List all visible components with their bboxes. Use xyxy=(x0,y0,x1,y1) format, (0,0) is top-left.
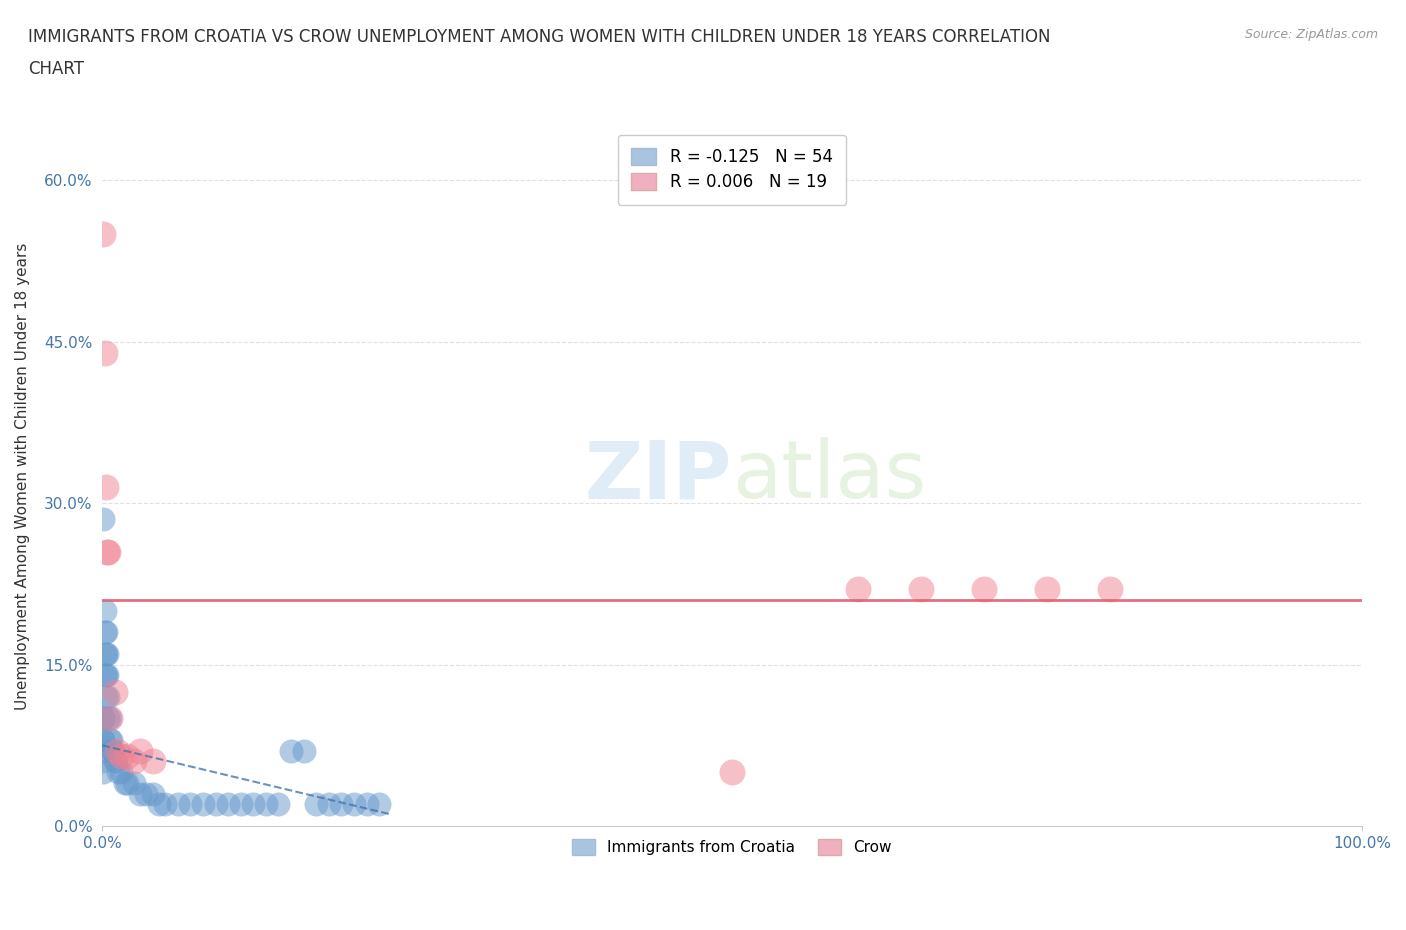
Point xyxy=(93,733,115,748)
Point xyxy=(153,797,176,812)
Point xyxy=(93,733,115,748)
Point xyxy=(204,797,226,812)
Point xyxy=(318,797,340,812)
Point xyxy=(93,625,115,640)
Point xyxy=(94,625,117,640)
Point xyxy=(141,786,163,801)
Point xyxy=(93,604,115,618)
Point xyxy=(93,764,115,779)
Point xyxy=(104,754,127,769)
Point xyxy=(280,743,302,758)
Point xyxy=(191,797,214,812)
Point xyxy=(110,764,132,779)
Legend: Immigrants from Croatia, Crow: Immigrants from Croatia, Crow xyxy=(560,827,904,868)
Point xyxy=(110,749,132,764)
Point xyxy=(141,754,163,769)
Point xyxy=(103,743,125,758)
Point xyxy=(117,749,139,764)
Point xyxy=(1098,582,1121,597)
Point xyxy=(330,797,353,812)
Point xyxy=(129,786,152,801)
Point xyxy=(104,684,127,699)
Point xyxy=(343,797,366,812)
Point xyxy=(96,668,118,683)
Point xyxy=(97,711,120,725)
Text: IMMIGRANTS FROM CROATIA VS CROW UNEMPLOYMENT AMONG WOMEN WITH CHILDREN UNDER 18 : IMMIGRANTS FROM CROATIA VS CROW UNEMPLOY… xyxy=(28,28,1050,46)
Point xyxy=(105,743,128,758)
Point xyxy=(93,711,115,725)
Point xyxy=(135,786,157,801)
Point xyxy=(292,743,315,758)
Point xyxy=(129,743,152,758)
Y-axis label: Unemployment Among Women with Children Under 18 years: Unemployment Among Women with Children U… xyxy=(15,243,30,710)
Text: Source: ZipAtlas.com: Source: ZipAtlas.com xyxy=(1244,28,1378,41)
Point xyxy=(217,797,239,812)
Point xyxy=(101,743,124,758)
Point xyxy=(267,797,290,812)
Point xyxy=(93,512,115,526)
Point xyxy=(242,797,264,812)
Point xyxy=(122,754,145,769)
Point xyxy=(94,480,117,495)
Point xyxy=(107,764,129,779)
Point xyxy=(93,743,115,758)
Point xyxy=(122,776,145,790)
Point xyxy=(254,797,277,812)
Point xyxy=(98,711,121,725)
Point xyxy=(721,764,744,779)
Text: CHART: CHART xyxy=(28,60,84,78)
Point xyxy=(100,733,122,748)
Text: ZIP: ZIP xyxy=(585,437,733,515)
Point xyxy=(94,689,117,704)
Point xyxy=(104,754,127,769)
Point xyxy=(368,797,391,812)
Point xyxy=(93,711,115,725)
Point xyxy=(117,776,139,790)
Point xyxy=(910,582,932,597)
Point xyxy=(93,754,115,769)
Point xyxy=(96,544,118,559)
Point xyxy=(229,797,252,812)
Point xyxy=(93,227,115,242)
Point xyxy=(93,646,115,661)
Point xyxy=(93,345,115,360)
Point xyxy=(166,797,188,812)
Point xyxy=(356,797,378,812)
Point xyxy=(846,582,869,597)
Point xyxy=(98,733,121,748)
Point xyxy=(973,582,995,597)
Point xyxy=(96,646,118,661)
Point xyxy=(114,776,136,790)
Point xyxy=(97,689,120,704)
Point xyxy=(98,711,121,725)
Point xyxy=(97,544,120,559)
Point xyxy=(94,668,117,683)
Point xyxy=(148,797,170,812)
Point xyxy=(1036,582,1059,597)
Point xyxy=(94,646,117,661)
Text: atlas: atlas xyxy=(733,437,927,515)
Point xyxy=(179,797,201,812)
Point xyxy=(93,668,115,683)
Point xyxy=(305,797,328,812)
